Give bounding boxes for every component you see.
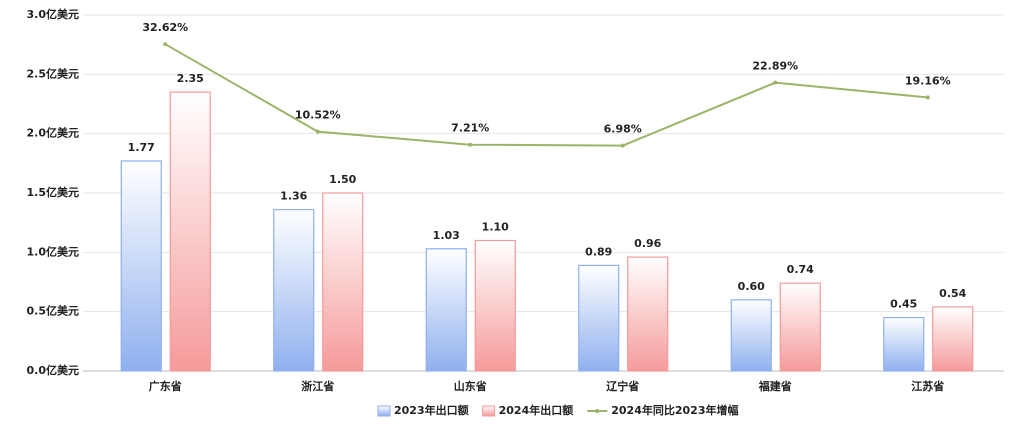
- bar: [120, 160, 162, 372]
- x-tick-label: 江苏省: [911, 379, 944, 393]
- bar: [779, 282, 821, 372]
- y-tick-label: 1.5亿美元: [27, 185, 80, 199]
- bar: [322, 192, 364, 372]
- bar: [169, 91, 211, 372]
- line-point: [620, 143, 625, 148]
- y-tick-label: 2.0亿美元: [27, 126, 80, 140]
- value-label: 2.35: [177, 72, 204, 85]
- x-tick-label: 浙江省: [301, 379, 334, 393]
- bar: [627, 256, 669, 372]
- value-label: 1.03: [433, 229, 460, 242]
- bar: [932, 306, 974, 372]
- bar: [730, 299, 772, 372]
- value-label: 1.50: [329, 173, 356, 186]
- bar: [273, 209, 315, 372]
- x-tick-label: 广东省: [149, 379, 182, 393]
- value-label: 1.77: [128, 141, 155, 154]
- value-label: 0.54: [939, 287, 966, 300]
- line-point: [163, 42, 168, 47]
- y-tick-label: 2.5亿美元: [27, 66, 80, 80]
- value-label: 1.36: [280, 190, 307, 203]
- line: [164, 43, 928, 147]
- bar: [883, 317, 925, 372]
- value-label: 22.89%: [752, 60, 798, 73]
- bar: [425, 248, 467, 372]
- line-point: [315, 129, 320, 134]
- value-label: 6.98%: [604, 123, 642, 136]
- value-label: 0.74: [787, 263, 814, 276]
- x-tick-label: 福建省: [758, 379, 792, 393]
- y-tick-label: 0.0亿美元: [27, 363, 80, 377]
- legend-swatch: [377, 405, 391, 417]
- legend-label: 2024年同比2023年增幅: [611, 403, 738, 417]
- value-label: 0.89: [585, 245, 612, 258]
- value-label: 32.62%: [142, 21, 188, 34]
- legend-swatch: [482, 405, 496, 417]
- legend-label: 2024年出口额: [499, 403, 574, 417]
- legend-label: 2023年出口额: [394, 403, 469, 417]
- line-point: [773, 80, 778, 85]
- value-label: 7.21%: [451, 122, 489, 135]
- x-tick-label: 山东省: [454, 379, 487, 393]
- bar: [474, 239, 516, 372]
- legend-swatch: [595, 409, 600, 413]
- y-tick-label: 1.0亿美元: [27, 244, 80, 258]
- y-tick-label: 3.0亿美元: [27, 7, 80, 21]
- value-label: 19.16%: [905, 74, 951, 87]
- value-label: 1.10: [482, 220, 509, 233]
- value-label: 0.96: [634, 237, 661, 250]
- x-tick-label: 辽宁省: [606, 379, 639, 393]
- bar: [578, 264, 620, 372]
- value-label: 0.60: [738, 280, 765, 293]
- line-point: [925, 95, 930, 100]
- value-label: 10.52%: [295, 109, 341, 122]
- y-tick-label: 0.5亿美元: [27, 304, 80, 318]
- line-point: [468, 142, 473, 147]
- value-label: 0.45: [890, 298, 917, 311]
